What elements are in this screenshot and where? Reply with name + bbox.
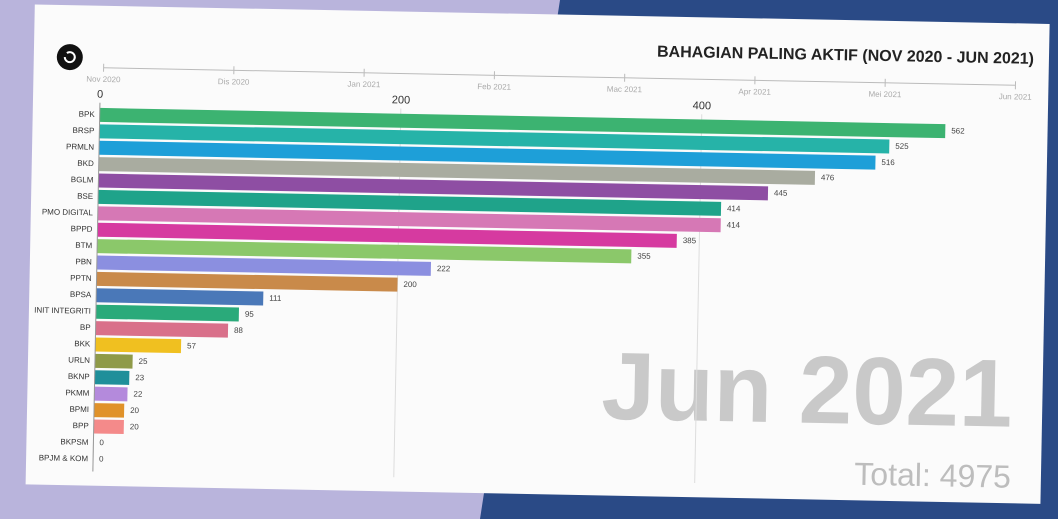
value-label: 200 bbox=[403, 280, 417, 289]
timeline-label: Feb 2021 bbox=[477, 82, 512, 92]
y-tick-label: INIT INTEGRITI bbox=[34, 306, 91, 316]
y-tick-label: PBN bbox=[75, 257, 92, 266]
bar bbox=[95, 321, 228, 338]
timeline-label: Mac 2021 bbox=[607, 85, 643, 95]
y-tick-label: BRSP bbox=[73, 126, 95, 135]
value-label: 562 bbox=[951, 126, 965, 135]
bar bbox=[95, 370, 130, 385]
total-label: Total: 4975 bbox=[854, 456, 1011, 495]
value-label: 25 bbox=[139, 357, 149, 366]
bar bbox=[94, 419, 124, 434]
value-label: 355 bbox=[637, 252, 651, 261]
y-tick-label: BSE bbox=[77, 192, 93, 201]
value-label: 516 bbox=[881, 158, 895, 167]
timeline-label: Mei 2021 bbox=[868, 90, 902, 100]
chart-card: BAHAGIAN PALING AKTIF (NOV 2020 - JUN 20… bbox=[26, 4, 1050, 503]
value-label: 445 bbox=[774, 189, 788, 198]
y-tick-label: PPTN bbox=[70, 274, 92, 283]
y-tick-label: PRMLN bbox=[66, 142, 94, 152]
y-tick-label: PKMM bbox=[65, 388, 90, 397]
y-tick-label: URLN bbox=[68, 355, 90, 364]
screenshot: BAHAGIAN PALING AKTIF (NOV 2020 - JUN 20… bbox=[0, 0, 1058, 519]
y-tick-label: BKNP bbox=[68, 372, 90, 381]
timeline-label: Dis 2020 bbox=[218, 77, 250, 87]
value-label: 20 bbox=[130, 422, 140, 431]
value-label: 23 bbox=[135, 373, 145, 382]
timeline-label: Jan 2021 bbox=[347, 80, 381, 90]
x-tick-label: 200 bbox=[392, 94, 411, 106]
value-label: 95 bbox=[245, 310, 255, 319]
value-label: 88 bbox=[234, 326, 244, 335]
bar bbox=[94, 403, 124, 418]
y-tick-label: BPPD bbox=[71, 224, 93, 233]
bar bbox=[96, 305, 239, 322]
value-label: 57 bbox=[187, 341, 197, 350]
x-tick-label: 400 bbox=[693, 100, 712, 112]
value-label: 111 bbox=[269, 294, 282, 303]
value-label: 414 bbox=[727, 204, 741, 213]
y-tick-label: BKPSM bbox=[60, 437, 89, 447]
y-tick-label: BPSA bbox=[70, 290, 92, 299]
value-label: 22 bbox=[133, 390, 143, 399]
value-label: 0 bbox=[99, 454, 104, 463]
value-label: 222 bbox=[437, 264, 451, 273]
period-label: Jun 2021 bbox=[601, 333, 1014, 448]
y-tick-label: BGLM bbox=[71, 175, 94, 184]
value-label: 0 bbox=[99, 438, 104, 447]
bar bbox=[95, 354, 133, 369]
y-tick-label: BPP bbox=[73, 421, 89, 430]
value-label: 414 bbox=[727, 220, 741, 229]
value-label: 385 bbox=[683, 236, 697, 245]
y-tick-label: BKD bbox=[77, 159, 94, 168]
y-tick-label: BKK bbox=[74, 339, 91, 348]
y-tick-label: BPK bbox=[79, 110, 96, 119]
y-tick-label: BP bbox=[80, 323, 91, 332]
y-tick-label: PMO DIGITAL bbox=[42, 207, 94, 217]
y-tick-label: BPMI bbox=[69, 405, 89, 414]
bar bbox=[95, 337, 181, 353]
timeline-label: Nov 2020 bbox=[86, 75, 121, 85]
timeline-label: Jun 2021 bbox=[999, 92, 1033, 102]
y-tick-label: BPJM & KOM bbox=[39, 453, 89, 463]
y-tick-label: BTM bbox=[75, 241, 92, 250]
x-tick-label: 0 bbox=[97, 89, 103, 101]
value-label: 20 bbox=[130, 406, 140, 415]
bar bbox=[94, 387, 127, 402]
timeline-label: Apr 2021 bbox=[738, 87, 771, 97]
value-label: 525 bbox=[895, 142, 909, 151]
value-label: 476 bbox=[821, 173, 835, 182]
